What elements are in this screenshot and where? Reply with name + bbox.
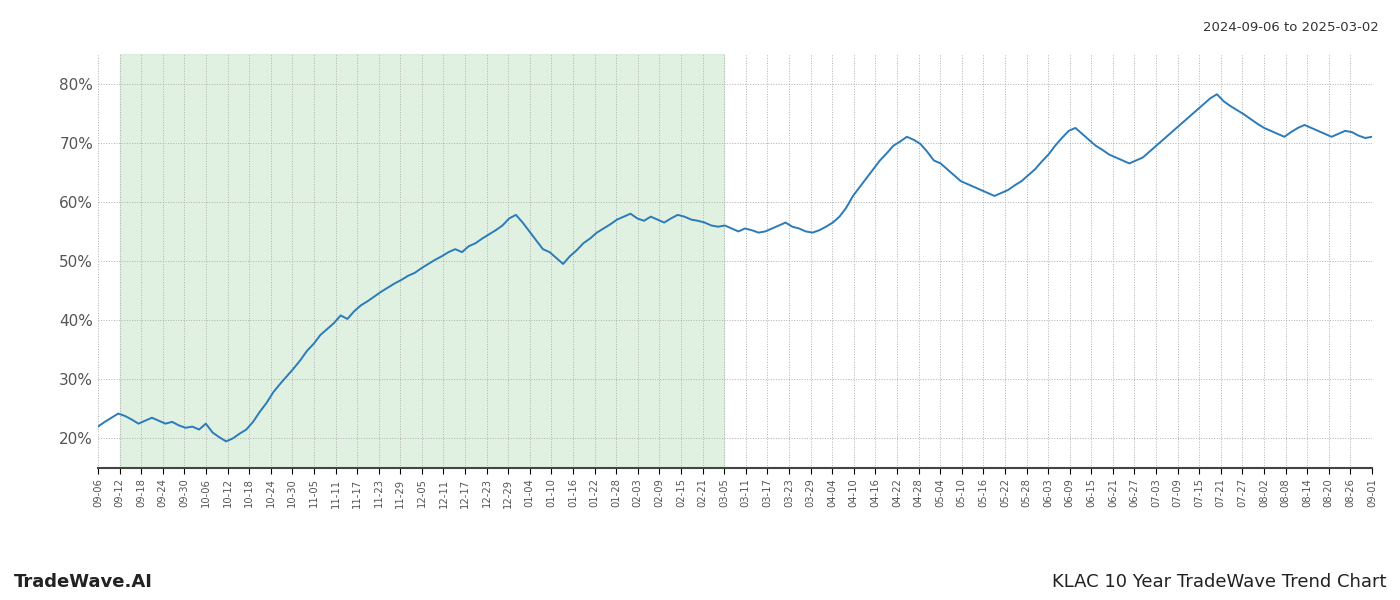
Text: KLAC 10 Year TradeWave Trend Chart: KLAC 10 Year TradeWave Trend Chart <box>1051 573 1386 591</box>
Text: 2024-09-06 to 2025-03-02: 2024-09-06 to 2025-03-02 <box>1203 21 1379 34</box>
Text: TradeWave.AI: TradeWave.AI <box>14 573 153 591</box>
Bar <box>119 54 724 468</box>
